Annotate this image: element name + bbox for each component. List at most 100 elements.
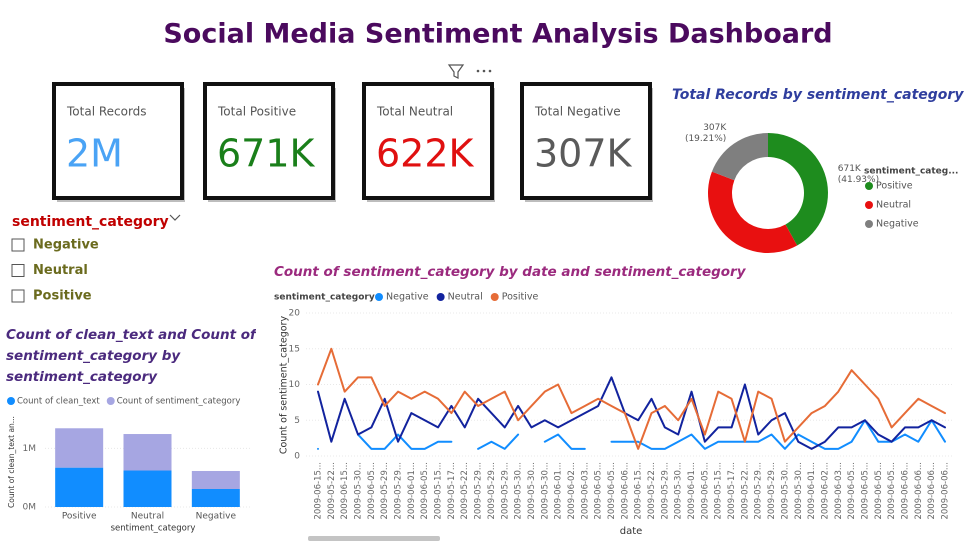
y-axis-title: Count of sentiment_category	[279, 316, 290, 455]
line-series	[317, 376, 946, 450]
card-value: 307K	[534, 132, 633, 176]
x-tick-label: 2009-06-05...	[367, 462, 377, 520]
data-label: 307K (19.21%)	[684, 122, 727, 144]
bar-segment	[55, 428, 104, 468]
x-tick-label: 2009-06-01...	[554, 462, 564, 520]
legend-item: Negative	[876, 219, 919, 230]
scrollbar[interactable]	[308, 536, 440, 541]
card-label: Total Neutral	[376, 105, 453, 119]
x-tick-label: 2009-05-22...	[327, 462, 337, 520]
legend-item: Negative	[386, 292, 429, 303]
slicer-checkbox[interactable]	[11, 264, 25, 277]
x-axis-title: sentiment_category	[111, 524, 196, 534]
slicer-checkbox[interactable]	[11, 289, 25, 303]
x-tick-label: 2009-05-29...	[487, 462, 497, 520]
x-tick-label: 2009-06-02...	[567, 462, 577, 520]
x-tick-label: 2009-06-05...	[860, 462, 870, 520]
legend-swatch	[375, 293, 383, 301]
y-tick-label: 20	[289, 309, 301, 319]
x-tick-label: 2009-05-29...	[660, 462, 670, 520]
slicer-item: Positive	[33, 289, 92, 304]
x-tick-label: 2009-06-06...	[914, 462, 924, 520]
x-tick-label: 2009-05-30...	[540, 462, 550, 520]
line-series	[317, 347, 946, 450]
x-tick-label: 2009-06-05...	[887, 462, 897, 520]
x-tick-label: 2009-05-29...	[380, 462, 390, 520]
x-tick-label: 2009-05-30...	[674, 462, 684, 520]
slicer-item: Neutral	[33, 263, 88, 278]
x-tick-label: 2009-05-15...	[434, 462, 444, 520]
bar-segment	[191, 488, 240, 507]
pie-slice	[708, 171, 798, 253]
x-tick-label: 2009-06-01...	[807, 462, 817, 520]
legend-swatch	[106, 397, 115, 405]
legend-swatch	[865, 201, 873, 209]
x-tick-label: 2009-05-29...	[394, 462, 404, 520]
filter-icon[interactable]	[447, 64, 465, 79]
card-value: 671K	[217, 132, 316, 176]
legend-swatch	[436, 293, 445, 301]
y-tick-label: 1M	[23, 444, 37, 454]
x-tick-label: 2009-05-30...	[527, 462, 537, 520]
x-tick-label: 2009-06-05...	[847, 462, 857, 520]
x-tick-label: 2009-06-15...	[340, 462, 350, 520]
chart-title: Count of sentiment_category by date and …	[274, 264, 747, 280]
x-tick-label: 2009-05-29...	[500, 462, 510, 520]
x-tick-label: 2009-06-01...	[687, 462, 697, 520]
line-series	[317, 419, 946, 450]
y-tick-label: 0	[294, 452, 300, 462]
x-tick-label: 2009-06-15...	[314, 462, 324, 520]
data-label: 671K (41.93%)	[837, 163, 880, 185]
chart-title: Count of clean_text and Count of sentime…	[6, 327, 256, 385]
legend-swatch	[865, 182, 873, 190]
x-tick-label: 2009-05-30...	[780, 462, 790, 520]
card	[362, 82, 494, 200]
bar-segment	[123, 470, 172, 507]
legend-item: Positive	[876, 181, 913, 192]
x-tick-label: 2009-06-01...	[407, 462, 417, 520]
x-tick-label: 2009-06-05...	[700, 462, 710, 520]
card-label: Total Records	[66, 105, 147, 119]
y-tick-label: 15	[289, 344, 300, 354]
slicer-chevron[interactable]	[169, 214, 181, 221]
x-tick-label: 2009-05-29...	[754, 462, 764, 520]
x-tick-label: 2009-05-30...	[514, 462, 524, 520]
legend-swatch	[490, 293, 499, 301]
y-axis-title: Count of clean_text an...	[7, 416, 16, 508]
slicer-title: sentiment_category	[12, 214, 169, 230]
card-value: 2M	[66, 132, 123, 176]
y-tick-label: 10	[289, 380, 301, 390]
x-tick-label: 2009-06-06...	[941, 462, 951, 520]
x-tick-label: 2009-05-17...	[447, 462, 457, 520]
x-tick-label: 2009-06-03...	[580, 462, 590, 520]
legend-title: sentiment_category	[274, 293, 375, 303]
x-tick-label: 2009-05-17...	[727, 462, 737, 520]
x-tick-label: 2009-06-05...	[594, 462, 604, 520]
more-icon[interactable]	[476, 69, 492, 73]
legend-item: Positive	[502, 292, 539, 303]
x-tick-label: Neutral	[131, 512, 164, 522]
card-label: Total Negative	[534, 105, 621, 119]
x-tick-label: 2009-06-03...	[834, 462, 844, 520]
pie-slice	[711, 133, 768, 181]
pie-slice	[768, 133, 829, 246]
legend-item: Neutral	[876, 200, 911, 211]
x-tick-label: 2009-06-05...	[874, 462, 884, 520]
x-tick-label: 2009-06-06...	[927, 462, 937, 520]
x-tick-label: 2009-05-22...	[740, 462, 750, 520]
title-box: Count of clean_text and Count of sentime…	[6, 327, 256, 385]
x-tick-label: 2009-06-05...	[420, 462, 430, 520]
card-value: 622K	[376, 132, 475, 176]
x-tick-label: 2009-05-29...	[767, 462, 777, 520]
x-tick-label: 2009-06-05...	[607, 462, 617, 520]
bar-segment	[55, 467, 104, 507]
dashboard-title: Social Media Sentiment Analysis Dashboar…	[163, 19, 832, 50]
card-label: Total Positive	[217, 105, 296, 119]
slicer-checkbox[interactable]	[11, 238, 25, 252]
bar-segment	[191, 470, 240, 489]
bar-segment	[123, 434, 172, 471]
slicer-item: Negative	[33, 238, 99, 253]
card	[52, 82, 184, 200]
x-tick-label: Negative	[196, 512, 237, 522]
